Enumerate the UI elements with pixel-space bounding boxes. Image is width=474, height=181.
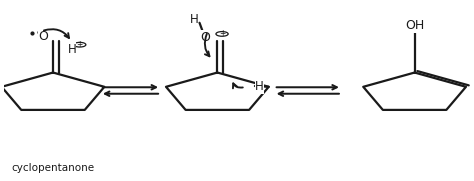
Text: O: O xyxy=(39,30,48,43)
Text: O: O xyxy=(201,31,210,44)
Text: +: + xyxy=(77,40,83,49)
Text: H: H xyxy=(190,13,198,26)
Text: H: H xyxy=(67,43,76,56)
Text: cyclopentanone: cyclopentanone xyxy=(11,163,94,173)
Text: H: H xyxy=(255,80,264,93)
Text: OH: OH xyxy=(405,19,424,32)
Text: +: + xyxy=(219,30,225,38)
